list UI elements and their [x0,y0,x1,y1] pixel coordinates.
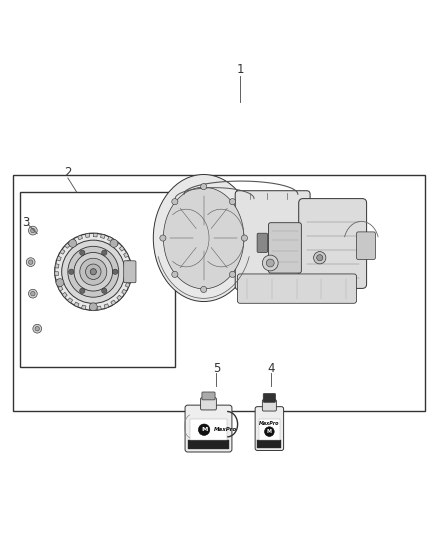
Bar [258,419,280,440]
Circle shape [198,424,210,435]
Polygon shape [67,298,73,303]
Polygon shape [127,276,132,280]
Circle shape [201,183,207,190]
Text: 1: 1 [236,63,244,76]
Polygon shape [60,249,65,254]
FancyBboxPatch shape [235,191,310,290]
Ellipse shape [163,187,244,289]
Circle shape [265,427,274,437]
Text: 2: 2 [64,166,72,179]
Polygon shape [114,240,119,246]
Circle shape [26,258,35,266]
Circle shape [80,259,107,285]
Polygon shape [62,293,67,297]
Circle shape [85,264,101,279]
Bar [257,440,281,448]
Circle shape [62,240,125,303]
Polygon shape [89,306,93,310]
Circle shape [28,289,37,298]
Bar [187,440,230,449]
Circle shape [317,255,323,261]
Polygon shape [127,260,131,264]
Circle shape [90,269,96,275]
Polygon shape [104,304,109,309]
FancyBboxPatch shape [255,407,283,450]
Circle shape [113,269,118,274]
Text: 5: 5 [213,362,220,375]
Text: 3: 3 [22,216,29,229]
Circle shape [80,288,85,293]
Polygon shape [55,272,58,276]
Circle shape [69,269,74,274]
Polygon shape [78,235,82,240]
Circle shape [68,246,119,297]
FancyBboxPatch shape [357,232,375,260]
Polygon shape [65,243,70,248]
Polygon shape [108,237,113,241]
Bar [13,174,425,411]
Circle shape [241,235,247,241]
Circle shape [110,239,118,247]
Circle shape [69,239,77,247]
Polygon shape [81,305,86,310]
Polygon shape [55,264,59,268]
Ellipse shape [153,174,254,302]
Circle shape [56,279,64,287]
Polygon shape [122,289,127,294]
Polygon shape [117,295,122,301]
FancyBboxPatch shape [202,392,215,400]
Circle shape [89,303,97,311]
Circle shape [33,324,42,333]
Polygon shape [111,300,116,305]
Polygon shape [97,306,101,310]
Polygon shape [125,282,130,287]
FancyBboxPatch shape [263,393,276,402]
Circle shape [31,229,35,233]
Circle shape [31,292,35,296]
Circle shape [102,250,107,255]
Circle shape [172,199,178,205]
Circle shape [230,271,236,278]
Circle shape [266,259,274,267]
Polygon shape [57,256,61,261]
FancyBboxPatch shape [262,400,276,411]
FancyBboxPatch shape [268,223,301,273]
FancyBboxPatch shape [299,199,367,288]
Circle shape [55,233,132,310]
Circle shape [80,250,85,255]
Circle shape [262,255,278,271]
Polygon shape [58,286,63,291]
Bar [190,418,227,440]
Text: 4: 4 [267,362,275,375]
FancyBboxPatch shape [257,233,268,253]
Bar [20,192,175,367]
Circle shape [102,288,107,293]
Circle shape [314,252,326,264]
Polygon shape [119,246,124,251]
Circle shape [172,271,178,278]
Text: MaxPro: MaxPro [259,421,279,426]
FancyBboxPatch shape [124,261,136,282]
Circle shape [74,253,113,291]
Polygon shape [71,238,76,244]
Polygon shape [74,302,79,307]
Circle shape [160,235,166,241]
Polygon shape [101,234,105,238]
Circle shape [201,286,207,293]
Text: MaxPro: MaxPro [214,427,237,432]
FancyBboxPatch shape [237,274,357,303]
FancyBboxPatch shape [185,405,232,452]
Circle shape [230,199,236,205]
Text: M: M [267,429,272,434]
Polygon shape [128,268,132,272]
Polygon shape [56,279,60,284]
Text: M: M [201,427,207,432]
Polygon shape [93,233,97,237]
Polygon shape [85,233,90,238]
Circle shape [28,226,37,235]
Circle shape [35,327,39,331]
Circle shape [28,260,33,264]
Polygon shape [124,253,128,257]
FancyBboxPatch shape [201,398,216,410]
